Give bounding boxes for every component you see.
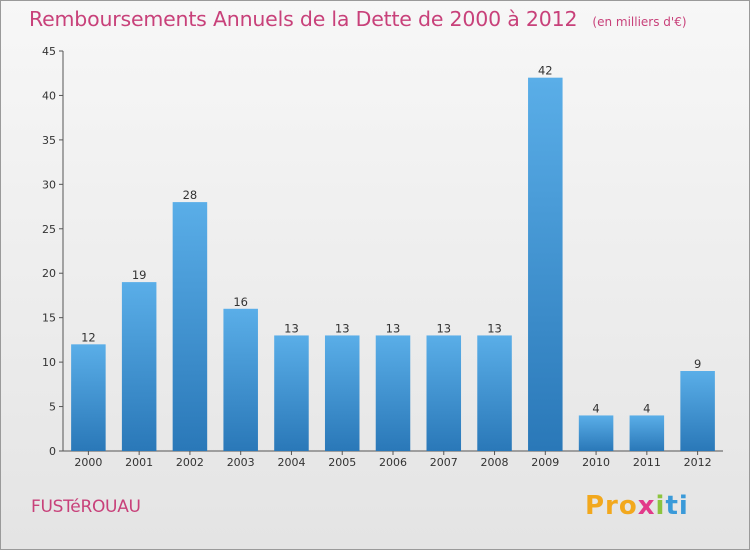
data-label-2002: 28 (183, 188, 198, 202)
x-tick-label-2002: 2002 (176, 456, 204, 469)
data-label-2012: 9 (694, 357, 701, 371)
y-tick-label: 40 (42, 89, 56, 102)
x-tick-label-2007: 2007 (430, 456, 458, 469)
bar-2000 (71, 344, 106, 451)
y-tick-label: 10 (42, 356, 56, 369)
chart-labels: 2000 12 2001 19 2002 28 2003 16 2004 13 2005 13 2006… (74, 64, 711, 469)
chart-title: Remboursements Annuels de la Dette de 20… (29, 7, 578, 31)
data-label-2010: 4 (592, 401, 599, 415)
logo-part-4: ti (665, 491, 689, 521)
y-tick-label: 30 (42, 178, 56, 191)
logo-part-2: x (637, 491, 656, 521)
chart-title-block: Remboursements Annuels de la Dette de 20… (29, 7, 687, 31)
x-tick-label-2012: 2012 (684, 456, 712, 469)
logo-part-1: Pro (585, 491, 638, 521)
bar-2003 (223, 308, 258, 451)
x-tick-label-2010: 2010 (582, 456, 610, 469)
x-tick-label-2008: 2008 (481, 456, 509, 469)
logo-part-3: i (655, 491, 666, 521)
x-tick-label-2011: 2011 (633, 456, 661, 469)
data-label-2008: 13 (487, 321, 502, 335)
data-label-2004: 13 (284, 321, 299, 335)
y-tick-label: 45 (42, 45, 56, 58)
chart-subtitle: (en milliers d'€) (592, 15, 687, 29)
bar-2007 (426, 335, 462, 451)
x-tick-label-2003: 2003 (227, 456, 255, 469)
y-tick-label: 25 (42, 223, 56, 236)
data-label-2001: 19 (132, 268, 147, 282)
bar-2002 (172, 202, 208, 451)
y-tick-label: 5 (49, 401, 56, 414)
x-tick-label-2001: 2001 (125, 456, 153, 469)
data-label-2003: 16 (233, 295, 248, 309)
data-label-2007: 13 (436, 321, 451, 335)
bar-2008 (477, 335, 512, 451)
data-label-2006: 13 (386, 321, 401, 335)
x-tick-label-2005: 2005 (328, 456, 356, 469)
x-tick-label-2006: 2006 (379, 456, 407, 469)
chart-bars (71, 77, 715, 452)
data-label-2011: 4 (643, 401, 650, 415)
y-tick-label: 0 (49, 445, 56, 458)
bar-2010 (578, 415, 614, 451)
bar-2011 (629, 415, 665, 451)
commune-name: FUSTéROUAU (31, 497, 141, 517)
y-tick-label: 20 (42, 267, 56, 280)
proxiti-logo: Proxiti (585, 491, 689, 521)
x-tick-label-2000: 2000 (74, 456, 102, 469)
data-label-2009: 42 (538, 64, 553, 78)
bar-2012 (680, 371, 715, 451)
data-label-2000: 12 (81, 330, 96, 344)
x-tick-label-2009: 2009 (531, 456, 559, 469)
bar-2001 (121, 282, 157, 451)
y-tick-label: 15 (42, 312, 56, 325)
data-label-2005: 13 (335, 321, 350, 335)
x-tick-label-2004: 2004 (277, 456, 305, 469)
bar-2009 (528, 77, 563, 452)
y-tick-label: 35 (42, 134, 56, 147)
bar-2006 (375, 335, 411, 451)
bar-2005 (324, 335, 360, 451)
bar-2004 (274, 335, 309, 451)
